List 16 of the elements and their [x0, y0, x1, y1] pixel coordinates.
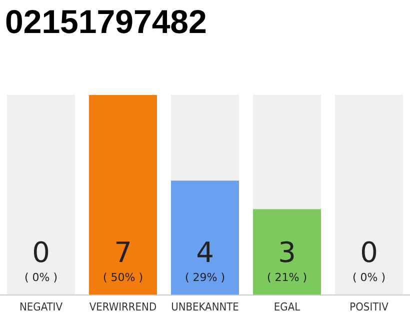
data-label: 3 — [278, 236, 296, 269]
annotation: ( 29% ) — [184, 270, 226, 284]
x-tick-label: NEGATIV — [20, 300, 63, 314]
chart-title: 02151797482 — [5, 2, 207, 42]
data-label: 4 — [196, 236, 214, 269]
annotation: 0 — [32, 236, 50, 269]
annotation: ( 0% ) — [24, 270, 58, 284]
x-tick-label: VERWIRREND — [89, 300, 157, 314]
x-tick-label: EGAL — [274, 300, 301, 314]
annotation: ( 21% ) — [266, 270, 308, 284]
annotation: ( 0% ) — [352, 270, 386, 284]
annotation: 0 — [360, 236, 378, 269]
x-tick-label: UNBEKANNTE — [171, 300, 239, 314]
annotation: ( 50% ) — [102, 270, 144, 284]
x-tick-label: POSITIV — [350, 300, 389, 314]
data-label: 7 — [114, 236, 132, 269]
